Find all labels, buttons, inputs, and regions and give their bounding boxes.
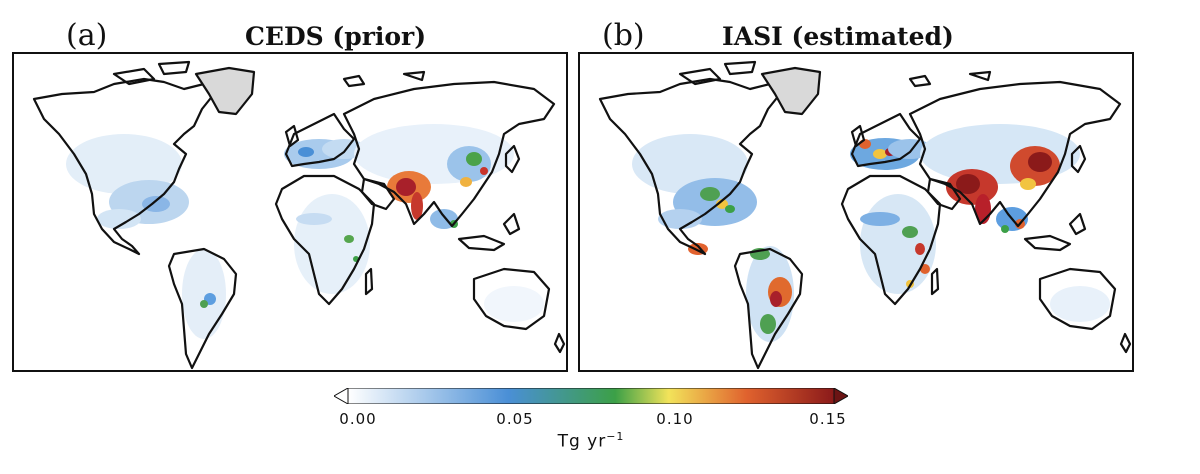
colorbar-max-extend bbox=[833, 388, 848, 404]
colorbar-gradient bbox=[347, 388, 835, 404]
colorbar-tick-0: 0.00 bbox=[339, 410, 377, 428]
coastlines bbox=[598, 60, 1132, 370]
map-panel-iasi bbox=[578, 52, 1134, 372]
colorbar bbox=[334, 388, 848, 404]
panel-a-title: CEDS (prior) bbox=[245, 22, 427, 51]
colorbar-units-main: Tg yr bbox=[557, 431, 607, 452]
map-panel-ceds bbox=[12, 52, 568, 372]
world-map-ceds bbox=[32, 60, 566, 370]
emission-field bbox=[66, 124, 544, 339]
colorbar-units: Tg yr−1 bbox=[558, 430, 625, 452]
coastlines bbox=[32, 60, 566, 370]
panel-b-letter: (b) bbox=[602, 18, 645, 53]
colorbar-tick-3: 0.15 bbox=[809, 410, 847, 428]
panel-a-letter: (a) bbox=[66, 18, 108, 53]
colorbar-min-extend bbox=[334, 388, 349, 404]
panel-b-title: IASI (estimated) bbox=[722, 22, 954, 51]
colorbar-tick-1: 0.05 bbox=[496, 410, 534, 428]
emission-field bbox=[632, 124, 1110, 342]
world-map-iasi bbox=[598, 60, 1132, 370]
colorbar-units-exponent: −1 bbox=[606, 430, 625, 443]
colorbar-tick-2: 0.10 bbox=[656, 410, 694, 428]
